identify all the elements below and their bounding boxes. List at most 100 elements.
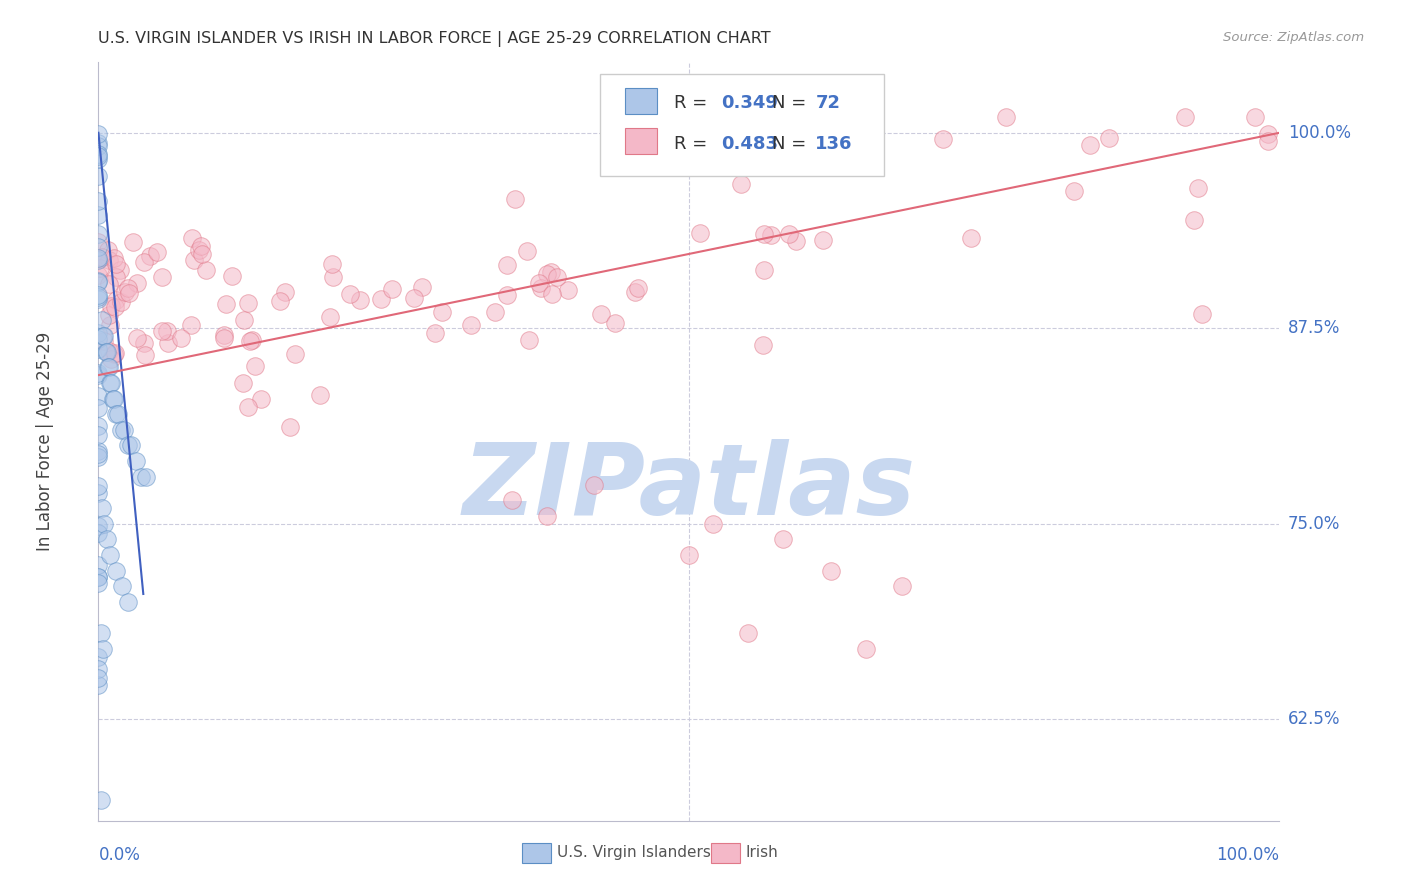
Point <box>87 136 110 150</box>
Point <box>191 246 214 260</box>
Point <box>134 348 156 362</box>
Text: R =: R = <box>673 94 713 112</box>
FancyBboxPatch shape <box>523 843 551 863</box>
Point <box>278 420 301 434</box>
Point <box>87 576 110 591</box>
Point <box>460 318 482 332</box>
Point <box>183 252 205 267</box>
Point <box>87 443 110 458</box>
Point <box>96 344 118 359</box>
Text: 62.5%: 62.5% <box>1288 710 1340 728</box>
Point <box>87 671 110 685</box>
Point <box>232 313 254 327</box>
Point <box>530 281 553 295</box>
Point <box>214 331 236 345</box>
Point <box>104 257 127 271</box>
Point <box>536 267 558 281</box>
Point <box>87 169 110 183</box>
Point <box>104 293 127 307</box>
Text: R =: R = <box>673 135 713 153</box>
Point <box>117 595 139 609</box>
Point <box>108 262 131 277</box>
Point <box>1257 128 1279 142</box>
Point <box>87 252 110 267</box>
Point <box>105 564 128 578</box>
Point <box>87 287 110 301</box>
Point <box>91 641 114 656</box>
Point <box>156 336 179 351</box>
Point <box>129 469 152 483</box>
Point <box>484 305 506 319</box>
Point <box>540 265 562 279</box>
Point <box>96 533 118 547</box>
Point <box>132 254 155 268</box>
Point <box>93 329 115 343</box>
Point <box>402 291 425 305</box>
Point <box>87 662 110 676</box>
Text: 100.0%: 100.0% <box>1288 124 1351 142</box>
Point <box>87 268 110 282</box>
Point <box>370 292 392 306</box>
Point <box>187 243 209 257</box>
Point <box>110 294 132 309</box>
Point <box>778 227 800 241</box>
Point <box>135 469 157 483</box>
Point <box>221 269 243 284</box>
Point <box>87 447 110 461</box>
Point <box>87 138 110 153</box>
Point <box>93 516 115 531</box>
Point <box>181 230 204 244</box>
Point <box>111 579 134 593</box>
Point <box>87 570 110 584</box>
Point <box>150 325 173 339</box>
Point <box>105 407 128 421</box>
Text: Irish: Irish <box>745 845 779 860</box>
Point <box>932 132 955 146</box>
Point <box>496 288 519 302</box>
Text: ZIPatlas: ZIPatlas <box>463 439 915 535</box>
Point <box>90 793 112 807</box>
Point <box>1244 110 1267 124</box>
Point <box>87 389 110 403</box>
Text: N =: N = <box>772 94 811 112</box>
Point <box>1063 185 1085 199</box>
Text: N =: N = <box>772 135 811 153</box>
Point <box>516 244 538 258</box>
Point <box>583 477 606 491</box>
Point <box>98 343 121 358</box>
Point <box>87 252 110 267</box>
Point <box>87 292 110 306</box>
Point <box>87 418 110 433</box>
Point <box>87 240 110 254</box>
FancyBboxPatch shape <box>626 128 657 154</box>
Point <box>1098 130 1121 145</box>
Point <box>730 177 752 191</box>
Point <box>339 286 361 301</box>
Point <box>91 329 114 343</box>
Point <box>995 110 1018 124</box>
Point <box>243 359 266 373</box>
Point <box>855 641 877 656</box>
Point <box>87 274 110 288</box>
Point <box>91 313 114 327</box>
Point <box>627 281 650 295</box>
Point <box>1187 180 1209 194</box>
Point <box>236 400 259 414</box>
Point <box>195 262 218 277</box>
Point <box>381 282 404 296</box>
Point <box>811 233 834 247</box>
Point <box>180 318 202 333</box>
Point <box>94 344 117 359</box>
Point <box>517 333 540 347</box>
Point <box>87 208 110 222</box>
Text: 136: 136 <box>815 135 853 153</box>
Point <box>122 235 145 249</box>
Point <box>752 338 775 352</box>
Point <box>87 401 110 416</box>
Point <box>87 518 110 533</box>
Point <box>527 276 550 290</box>
Point <box>87 235 110 249</box>
Point <box>98 308 121 322</box>
Point <box>960 231 983 245</box>
Point <box>589 307 612 321</box>
